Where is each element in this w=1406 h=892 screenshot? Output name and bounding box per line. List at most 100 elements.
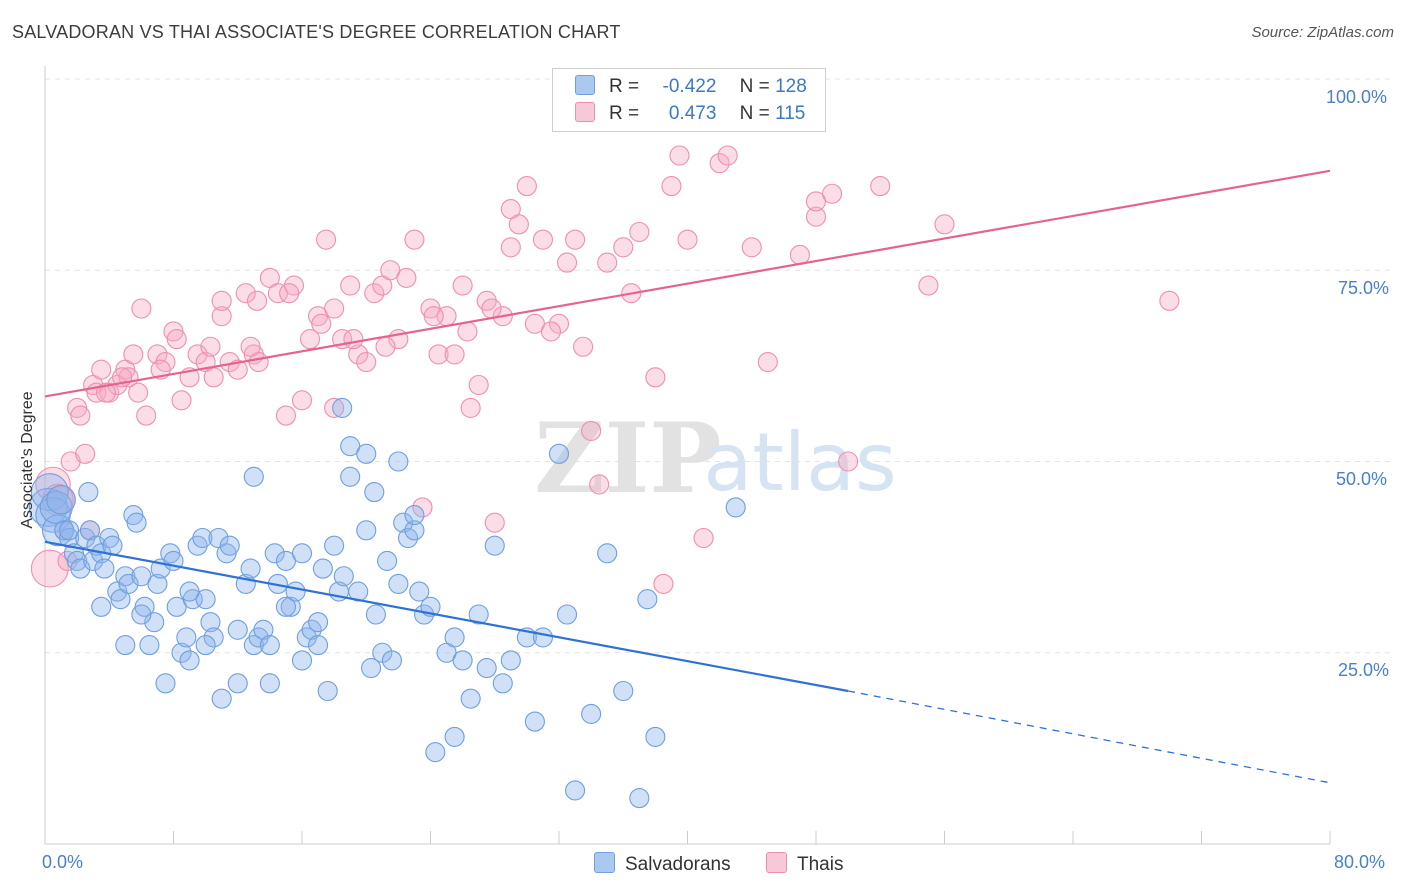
salvadoran-point	[176, 627, 197, 648]
thai-point	[147, 344, 168, 365]
salvadoran-point	[259, 635, 280, 656]
thai-point	[340, 275, 361, 296]
thai-trend-line	[44, 169, 1331, 398]
salvadoran-point	[404, 504, 425, 526]
salvadoran-point	[59, 520, 80, 541]
y-tick-label-25: 25.0%	[1338, 660, 1390, 680]
thai-point	[653, 573, 674, 594]
salvadoran-point	[291, 543, 313, 564]
legend-n-label: N =	[739, 103, 770, 124]
thai-point	[171, 390, 192, 411]
thai-point	[565, 229, 586, 250]
x-axis-min-label: 0.0%	[42, 852, 84, 872]
thai-point	[412, 497, 433, 518]
thai-point	[629, 221, 650, 243]
salvadoran-point	[365, 604, 386, 625]
legend-row-salvadorans: R = -0.422 N = 128	[575, 75, 807, 99]
salvadoran-point	[340, 436, 361, 457]
thai-point	[822, 183, 843, 204]
salvadoran-point	[192, 527, 213, 549]
thai-point	[532, 229, 553, 250]
salvadoran-point	[364, 482, 385, 503]
thai-point	[211, 306, 232, 327]
salvadoran-point	[195, 635, 216, 656]
salvadoran-point	[227, 673, 248, 694]
salvadoran-point	[393, 512, 414, 533]
salvadoran-point	[460, 688, 481, 709]
thai-point	[75, 443, 96, 464]
salvadoran-point	[30, 473, 69, 512]
thai-point	[131, 298, 152, 319]
thai-point	[589, 474, 610, 495]
salvadoran-point	[115, 635, 136, 656]
thai-point	[468, 374, 489, 396]
thai-point	[356, 351, 377, 373]
salvadoran-point	[356, 520, 377, 541]
salvadoran-trend-extension	[848, 690, 1331, 784]
thai-point	[457, 321, 478, 342]
thai-point	[452, 275, 473, 296]
gridlines	[45, 78, 1392, 654]
salvadoran-point	[581, 703, 602, 725]
salvadoran-point	[126, 512, 147, 533]
salvadoran-point	[203, 627, 224, 648]
thai-point	[380, 260, 401, 281]
salvadoran-point	[253, 619, 274, 640]
salvadoran-point	[219, 535, 240, 556]
salvadoran-point	[340, 466, 361, 487]
salvadoran-point	[725, 497, 746, 518]
thai-point	[757, 351, 778, 373]
salvadoran-point	[444, 726, 465, 747]
thai-point	[200, 336, 221, 357]
salvadoran-point	[39, 490, 73, 524]
salvadoran-point	[377, 550, 398, 572]
thai-point	[613, 237, 634, 258]
salvadoran-point	[317, 680, 338, 702]
bottom-legend-label: Salvadorans	[625, 854, 731, 875]
salvadoran-points	[28, 397, 746, 809]
thai-point	[240, 336, 261, 357]
thai-point	[235, 283, 256, 304]
salvadoran-point	[79, 520, 101, 541]
legend-row-thais: R = 0.473 N = 115	[575, 102, 805, 126]
thai-point	[789, 244, 810, 265]
salvadoran-point	[492, 673, 513, 694]
thai-point	[693, 527, 714, 549]
thai-point	[444, 344, 465, 365]
salvadoran-point	[280, 596, 301, 617]
thai-point	[128, 382, 149, 403]
thai-point	[275, 405, 296, 426]
thai-point	[709, 153, 730, 174]
thai-point	[166, 329, 187, 350]
salvadoran-point	[476, 657, 497, 679]
axes	[44, 66, 1331, 845]
salvadoran-point	[264, 543, 285, 564]
legend-n-value: 128	[775, 76, 807, 97]
salvadoran-point	[404, 520, 425, 541]
thai-point	[500, 237, 521, 258]
thai-point	[805, 191, 827, 212]
legend-swatch-pink	[575, 102, 595, 122]
salvadoran-point	[131, 566, 152, 587]
thai-point	[838, 451, 859, 472]
salvadoran-point	[155, 673, 176, 694]
thai-point	[123, 344, 144, 365]
thai-point	[227, 359, 248, 380]
salvadoran-point	[243, 466, 264, 487]
y-tick-label-100: 100.0%	[1326, 87, 1388, 107]
thai-point	[717, 145, 738, 166]
salvadoran-point	[532, 627, 553, 648]
legend-r-label: R =	[609, 103, 640, 124]
thai-point	[741, 237, 762, 258]
y-axis-title: Associate's Degree	[19, 391, 36, 529]
salvadoran-point	[381, 650, 403, 671]
bottom-legend-label: Thais	[797, 854, 844, 875]
salvadoran-point	[227, 619, 248, 640]
salvadoran-point	[645, 726, 666, 747]
salvadoran-point	[324, 535, 345, 556]
thai-points	[30, 145, 1180, 594]
thai-point	[934, 214, 955, 235]
thai-point	[70, 405, 91, 426]
salvadoran-point	[70, 558, 91, 579]
salvadoran-point	[147, 573, 168, 594]
